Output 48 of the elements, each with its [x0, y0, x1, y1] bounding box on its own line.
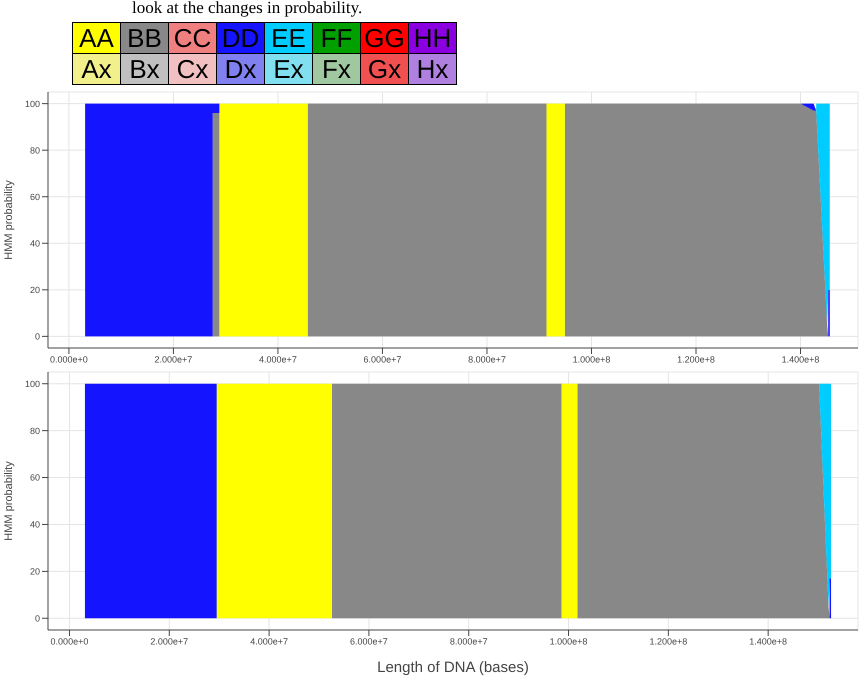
- x-tick-label: 2.000e+7: [154, 354, 192, 364]
- y-tick-label: 40: [30, 238, 40, 248]
- category-label: BB: [120, 22, 168, 54]
- category-label: Ex: [264, 54, 312, 84]
- x-axis-title: Length of DNA (bases): [377, 659, 529, 676]
- category-label: AA: [72, 22, 120, 54]
- y-tick-label: 80: [30, 145, 40, 156]
- x-tick-label: 2.000e+7: [150, 636, 188, 646]
- x-tick-label: 1.400e+8: [749, 636, 788, 646]
- y-tick-label: 0: [34, 613, 40, 624]
- category-label: GG: [360, 22, 408, 54]
- category-label: Hx: [408, 54, 456, 84]
- category-label: EE: [264, 22, 312, 54]
- x-tick-label: 4.000e+7: [250, 636, 288, 646]
- x-tick-label: 8.000e+7: [450, 636, 488, 646]
- y-axis-title: HMM probability: [2, 180, 15, 260]
- x-tick-label: 1.000e+8: [550, 636, 588, 646]
- y-tick-label: 60: [30, 192, 40, 202]
- category-label: Ax: [72, 54, 120, 84]
- x-tick-label: 1.200e+8: [677, 354, 715, 364]
- x-tick-label: 0.000e+0: [50, 354, 88, 364]
- y-tick-label: 20: [30, 566, 40, 577]
- text: look at the changes in probability.: [132, 0, 362, 18]
- x-tick-label: 8.000e+7: [468, 354, 506, 364]
- category-label: HH: [408, 22, 456, 54]
- x-tick-label: 6.000e+7: [364, 354, 402, 364]
- x-tick-label: 1.400e+8: [782, 354, 820, 364]
- y-tick-label: 40: [30, 520, 40, 530]
- category-label: Dx: [216, 54, 264, 84]
- y-tick-label: 100: [24, 98, 40, 109]
- category-label: DD: [216, 22, 264, 54]
- y-tick-label: 60: [30, 472, 40, 483]
- y-axis-title: HMM probability: [2, 460, 15, 541]
- x-tick-label: 4.000e+7: [259, 354, 297, 364]
- x-tick-label: 1.000e+8: [572, 354, 610, 364]
- x-tick-label: 6.000e+7: [350, 636, 388, 646]
- category-label: Cx: [168, 54, 216, 84]
- category-label: Bx: [120, 54, 168, 84]
- x-tick-label: 1.200e+8: [649, 636, 688, 646]
- y-tick-label: 80: [30, 426, 40, 436]
- x-tick-label: 0.000e+0: [50, 636, 88, 646]
- y-tick-label: 100: [24, 378, 40, 389]
- category-label: FF: [312, 22, 360, 54]
- category-label: Fx: [312, 54, 360, 84]
- y-tick-label: 20: [30, 285, 40, 296]
- category-label: Gx: [360, 54, 408, 84]
- category-label: CC: [168, 22, 216, 54]
- y-tick-label: 0: [34, 332, 40, 342]
